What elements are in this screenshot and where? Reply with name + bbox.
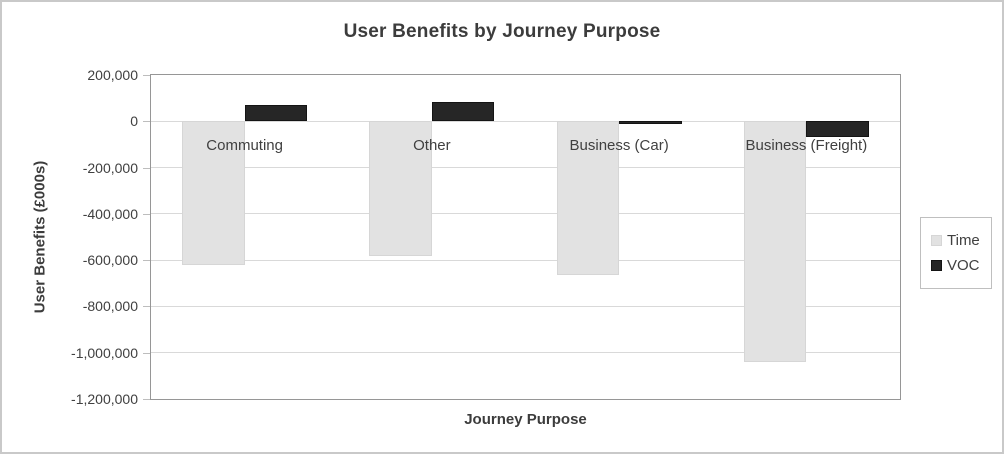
bar-time-business-car	[556, 121, 620, 276]
bar-time-other	[369, 121, 432, 256]
gridline-600-000	[151, 259, 900, 261]
x-axis-title: Journey Purpose	[464, 411, 587, 428]
bar-voc-commuting	[244, 105, 308, 122]
y-tick-mark	[143, 75, 150, 76]
x-category-label-commuting: Commuting	[206, 137, 283, 155]
bar-voc-business-freight	[806, 121, 869, 138]
y-tick-label: -600,000	[82, 252, 138, 269]
y-tick-mark	[143, 121, 150, 123]
legend: Time VOC	[920, 217, 992, 289]
y-axis-title: User Benefits (£000s)	[31, 160, 49, 314]
y-tick-label: -1,200,000	[71, 391, 138, 407]
gridline-400-000	[151, 213, 900, 215]
y-tick-label: -400,000	[82, 205, 138, 222]
y-tick-mark	[143, 306, 150, 308]
y-tick-label: 0	[130, 113, 138, 130]
plot-area: Commuting Other Business (Car) Business (Fr…	[150, 74, 901, 400]
bar-voc-other	[431, 102, 495, 122]
y-tick-mark	[143, 167, 150, 169]
legend-item-time: Time	[931, 233, 991, 248]
legend-marker-voc	[931, 260, 942, 271]
y-tick-mark	[143, 399, 150, 400]
gridline-200-000	[151, 167, 900, 169]
y-tick-label: -1,000,000	[71, 344, 138, 361]
chart-title: User Benefits by Journey Purpose	[343, 21, 661, 42]
x-category-label-business-car: Business (Car)	[569, 137, 669, 155]
gridline-800-000	[151, 305, 900, 307]
legend-label-voc: VOC	[947, 257, 980, 274]
bar-time-business-freight	[743, 121, 807, 362]
gridline-1-000-000	[151, 352, 900, 354]
y-tick-mark	[143, 352, 150, 354]
y-tick-mark	[143, 213, 150, 215]
gridline-0	[151, 120, 900, 122]
legend-label-time: Time	[947, 232, 980, 249]
legend-marker-time	[931, 235, 942, 246]
y-tick-mark	[143, 260, 150, 262]
bar-voc-business-car	[619, 121, 682, 124]
y-tick-label: -200,000	[82, 159, 138, 176]
legend-item-voc: VOC	[931, 258, 991, 273]
x-category-label-other: Other	[413, 137, 451, 155]
y-tick-label: 200,000	[87, 67, 138, 83]
y-tick-label: -800,000	[82, 298, 138, 315]
bar-time-commuting	[182, 121, 245, 265]
x-category-label-business-freight: Business (Freight)	[745, 137, 868, 155]
